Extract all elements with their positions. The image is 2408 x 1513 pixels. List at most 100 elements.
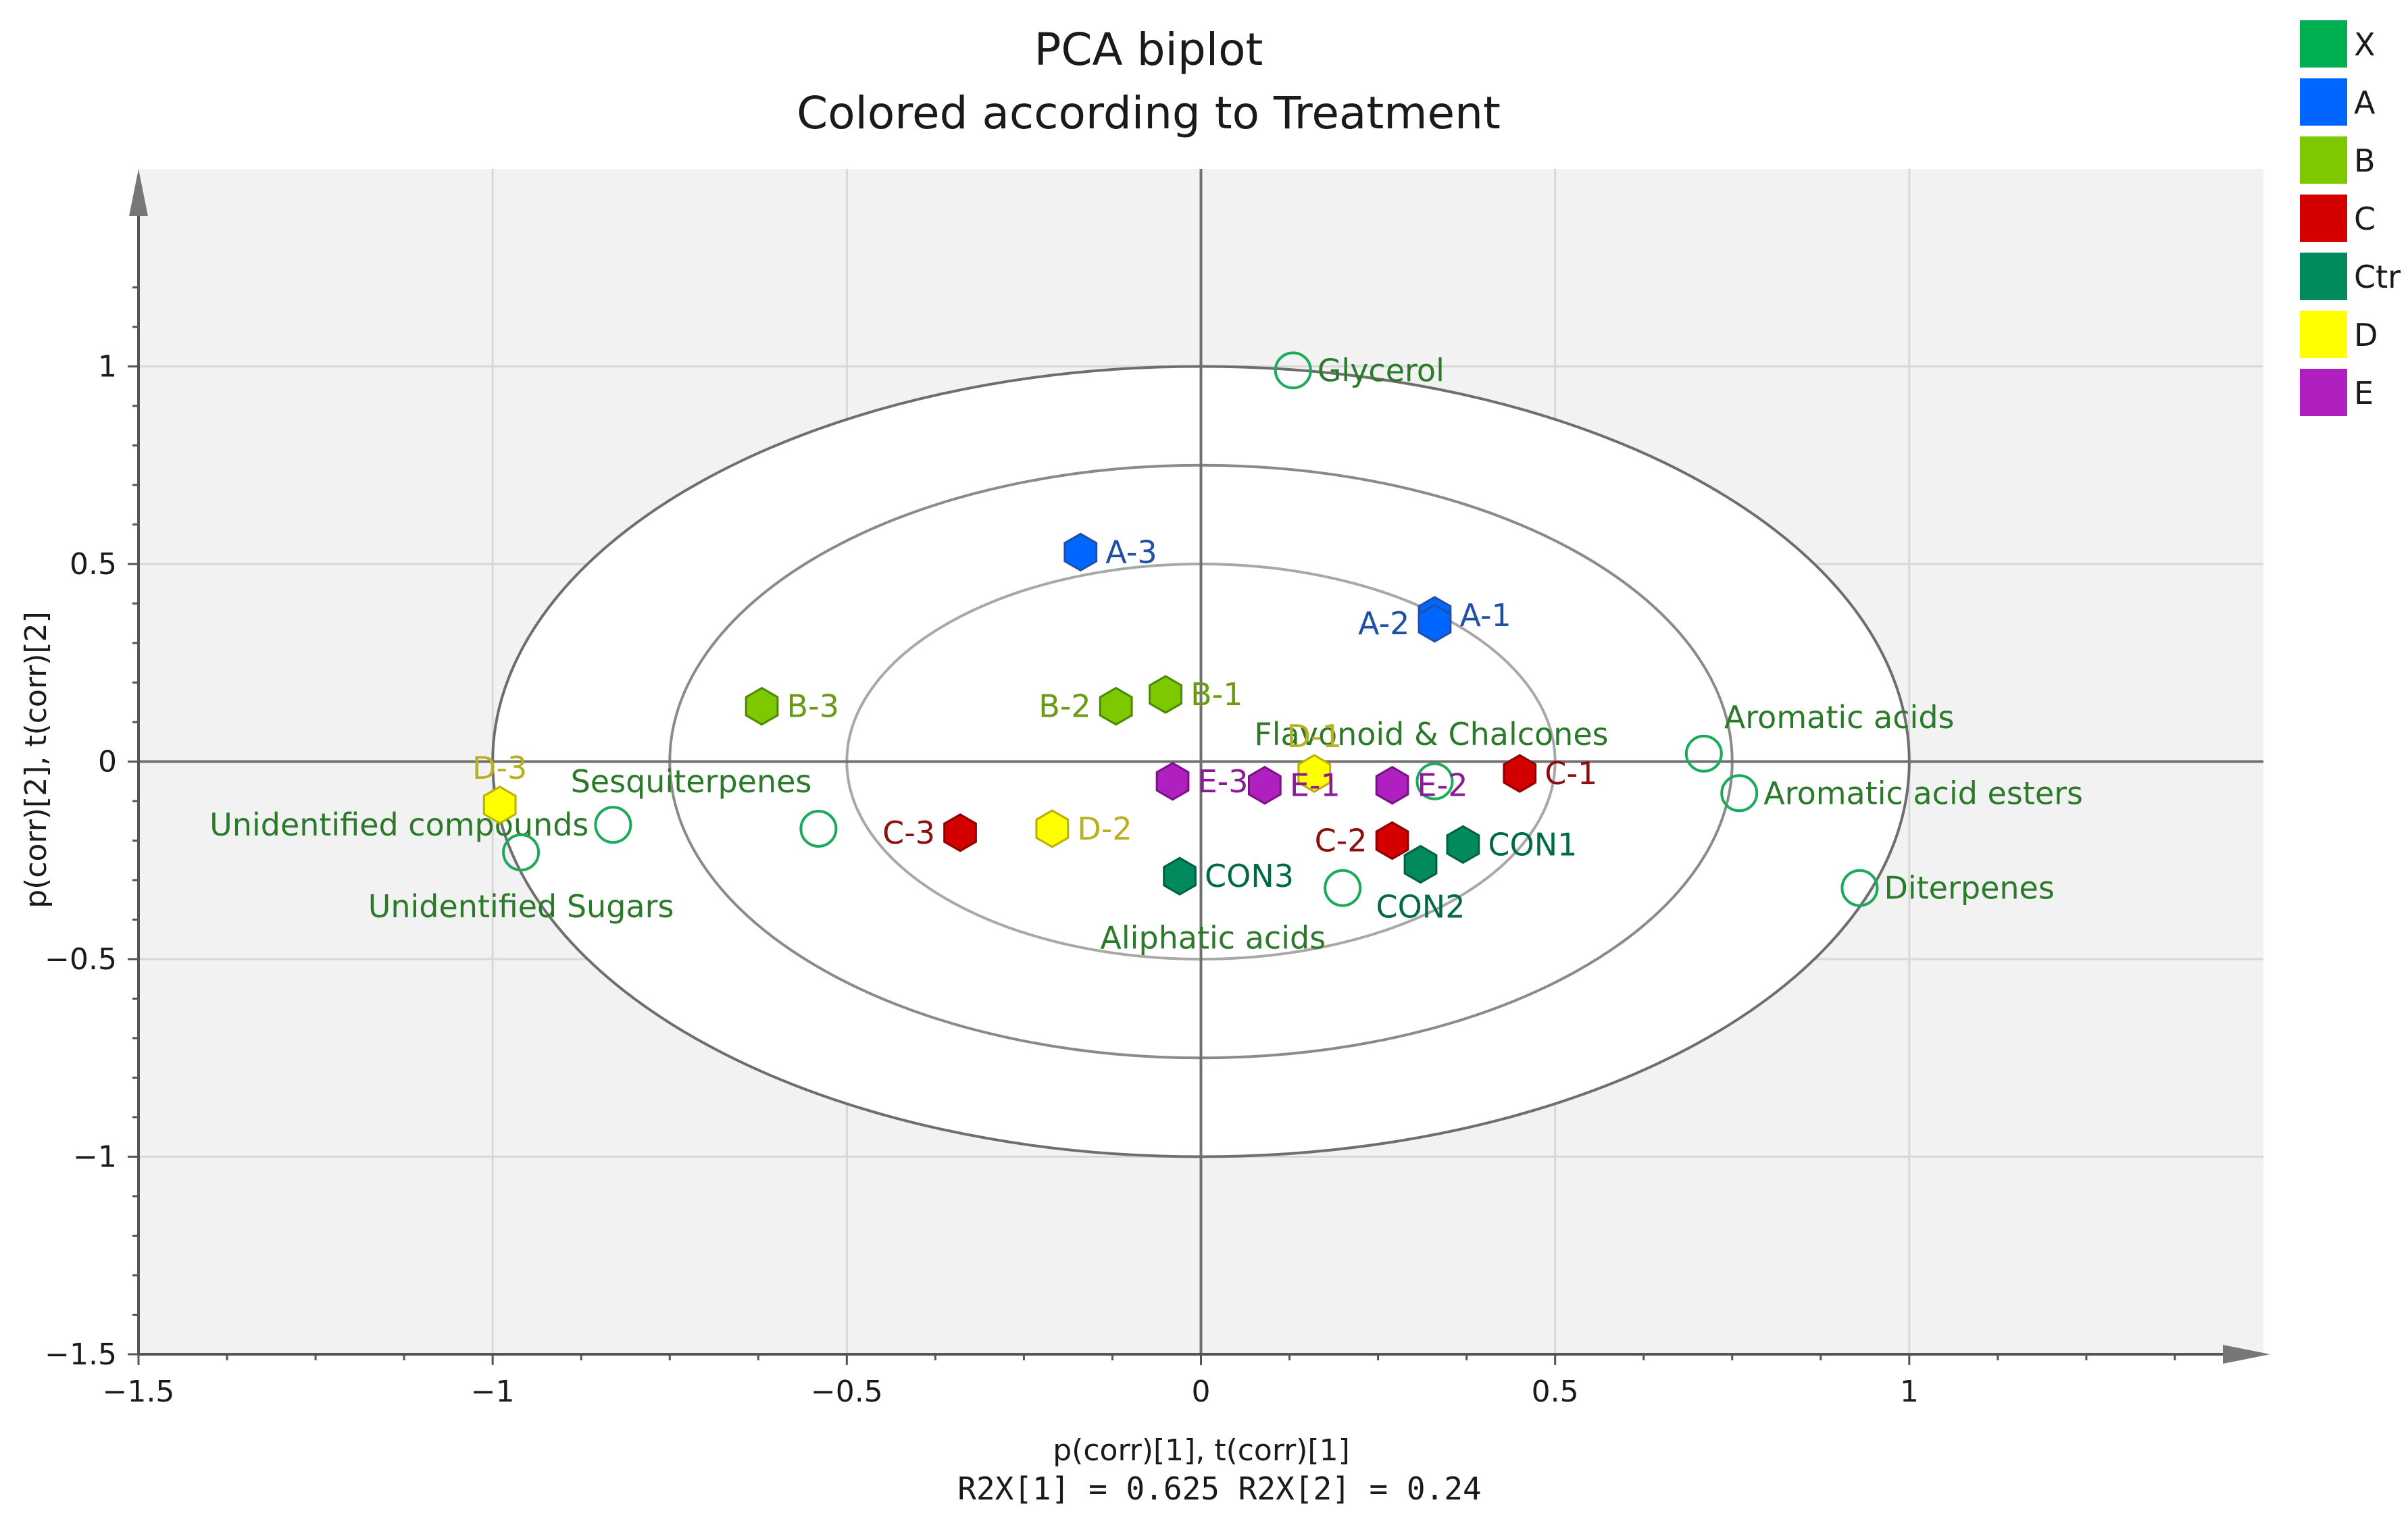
score-marker bbox=[1375, 765, 1409, 805]
score-marker bbox=[943, 813, 977, 852]
score-marker bbox=[482, 786, 517, 825]
score-point: A-2 bbox=[1358, 604, 1452, 643]
score-marker bbox=[1297, 754, 1332, 793]
score-marker bbox=[1403, 844, 1438, 884]
score-marker bbox=[1248, 765, 1282, 805]
loading-marker bbox=[799, 809, 838, 848]
score-point: CON1 bbox=[1446, 825, 1577, 865]
legend-swatch bbox=[2300, 311, 2347, 358]
score-point: E-2 bbox=[1375, 765, 1468, 805]
score-label: A-3 bbox=[1105, 534, 1157, 570]
score-marker bbox=[1063, 532, 1098, 572]
legend-label: B bbox=[2354, 143, 2376, 179]
score-label: CON2 bbox=[1376, 889, 1465, 925]
r2x-summary: R2X[1] = 0.625 R2X[2] = 0.24 bbox=[957, 1470, 1481, 1507]
score-point: CON2 bbox=[1376, 844, 1465, 925]
score-point: B-1 bbox=[1149, 675, 1243, 714]
loading-point: Diterpenes bbox=[1840, 869, 2055, 907]
loadings-layer: Glycerol Aromatic acids Aromatic acid este… bbox=[209, 351, 2083, 956]
score-point: C-3 bbox=[882, 813, 977, 852]
loading-label: Aliphatic acids bbox=[1100, 920, 1326, 956]
score-marker bbox=[1035, 809, 1070, 848]
y-tick-label: 1 bbox=[98, 350, 117, 384]
x-axis-label: p(corr)[1], t(corr)[1] bbox=[1053, 1433, 1350, 1468]
score-label: B-2 bbox=[1038, 688, 1090, 725]
score-label: E-2 bbox=[1418, 767, 1468, 804]
score-label: E-3 bbox=[1198, 763, 1249, 800]
x-tick-label: 1 bbox=[1900, 1375, 1919, 1409]
legend-item: B bbox=[2300, 136, 2376, 184]
scores-layer: A-3 A-1 A-2 B-3 B-2 B-1 C-1 C-2 C-3 CON1 CON2 CON3 D… bbox=[472, 532, 1597, 925]
score-point: CON3 bbox=[1163, 856, 1294, 896]
loading-label: Diterpenes bbox=[1884, 870, 2054, 906]
legend-label: Ctr bbox=[2354, 259, 2401, 295]
score-label: C-1 bbox=[1545, 755, 1597, 792]
score-label: B-1 bbox=[1190, 676, 1243, 713]
legend-swatch bbox=[2300, 195, 2347, 242]
legend-item: Ctr bbox=[2300, 253, 2401, 300]
loading-marker bbox=[1684, 734, 1723, 773]
x-axis-arrow bbox=[2223, 1345, 2270, 1364]
loading-label: Sesquiterpenes bbox=[571, 763, 812, 800]
score-label: E-1 bbox=[1290, 767, 1340, 804]
loading-point: Unidentified Sugars bbox=[368, 834, 674, 925]
loading-label: Aromatic acids bbox=[1724, 699, 1955, 736]
score-label: CON3 bbox=[1205, 858, 1294, 894]
score-point: D-2 bbox=[1035, 809, 1132, 848]
score-label: D-1 bbox=[1287, 718, 1342, 754]
legend-item: A bbox=[2300, 78, 2376, 126]
score-point: C-1 bbox=[1503, 754, 1597, 793]
chart-subtitle: Colored according to Treatment bbox=[797, 87, 1501, 139]
legend-swatch bbox=[2300, 20, 2347, 68]
score-marker bbox=[1418, 604, 1452, 643]
legend-swatch bbox=[2300, 136, 2347, 184]
legend-swatch bbox=[2300, 369, 2347, 416]
score-marker bbox=[1446, 825, 1480, 865]
loading-marker bbox=[1324, 869, 1362, 907]
legend-item: E bbox=[2300, 369, 2374, 416]
y-axis-label: p(corr)[2], t(corr)[2] bbox=[19, 611, 53, 908]
score-label: D-3 bbox=[472, 750, 527, 786]
loading-marker bbox=[1415, 762, 1454, 800]
score-label: CON1 bbox=[1488, 826, 1577, 863]
loading-marker bbox=[502, 834, 541, 872]
y-tick-label: −1 bbox=[73, 1140, 117, 1175]
loading-label: Flavonoid & Chalcones bbox=[1254, 716, 1608, 752]
legend-label: E bbox=[2354, 375, 2374, 411]
x-tick-label: −0.5 bbox=[811, 1375, 883, 1409]
score-label: A-2 bbox=[1358, 605, 1409, 642]
x-tick-label: −1 bbox=[471, 1375, 515, 1409]
legend-label: A bbox=[2354, 84, 2376, 121]
loading-marker bbox=[1274, 351, 1312, 390]
loading-label: Unidentified compounds bbox=[209, 806, 588, 843]
loading-label: Aromatic acid esters bbox=[1763, 775, 2083, 811]
x-tick-label: 0 bbox=[1192, 1375, 1211, 1409]
score-point: C-2 bbox=[1315, 821, 1409, 861]
loading-label: Unidentified Sugars bbox=[368, 888, 674, 925]
score-marker bbox=[745, 686, 779, 726]
legend-label: C bbox=[2354, 201, 2376, 237]
score-point: E-3 bbox=[1155, 762, 1249, 801]
loading-marker bbox=[1720, 774, 1759, 813]
loading-point: Sesquiterpenes bbox=[571, 763, 838, 848]
score-point: D-3 bbox=[472, 750, 527, 825]
loading-point: Aromatic acid esters bbox=[1720, 774, 2083, 813]
loading-label: Glycerol bbox=[1318, 352, 1445, 388]
legend-item: C bbox=[2300, 195, 2376, 242]
legend-swatch bbox=[2300, 78, 2347, 126]
score-marker bbox=[1099, 686, 1133, 726]
score-marker bbox=[1163, 856, 1197, 896]
y-tick-label: 0 bbox=[98, 745, 117, 779]
score-label: C-3 bbox=[882, 815, 935, 851]
score-point: B-2 bbox=[1038, 686, 1133, 726]
loading-point: Unidentified compounds bbox=[209, 806, 632, 844]
tick-labels: −1.5 −1 −0.5 0 0.5 1 1 0.5 0 −0.5 −1 −1.5 bbox=[45, 350, 1919, 1410]
score-marker bbox=[1149, 675, 1182, 714]
legend-swatch bbox=[2300, 253, 2347, 300]
x-tick-label: −1.5 bbox=[103, 1375, 175, 1409]
legend-label: D bbox=[2354, 317, 2378, 353]
loading-point: Aliphatic acids bbox=[1100, 869, 1362, 956]
score-marker bbox=[1375, 821, 1409, 861]
